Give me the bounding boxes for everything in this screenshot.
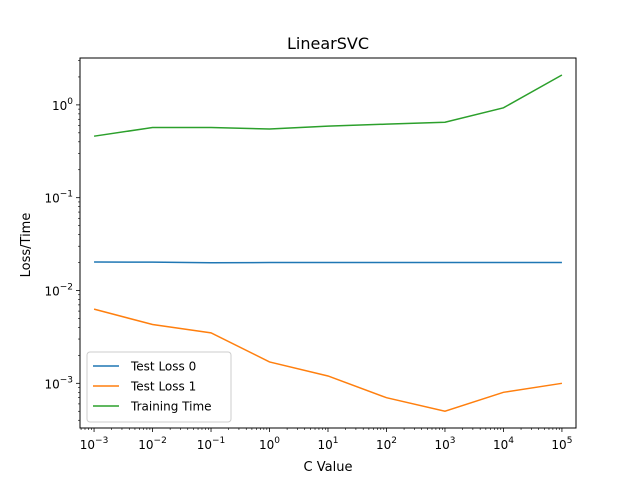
x-tick-label: 10−2	[138, 436, 167, 452]
x-tick-label: 101	[317, 436, 338, 452]
plot-area: 10−3 10−2 10−1 100 101 102 103 104 105 10−3 10−2 10…	[44, 57, 577, 452]
x-tick-label: 10−3	[80, 436, 109, 452]
x-tick-label: 103	[434, 436, 455, 452]
x-tick-label: 10−1	[197, 436, 226, 452]
x-tick-label: 104	[493, 436, 514, 452]
x-tick-label: 100	[259, 436, 280, 452]
series-line-1	[94, 261, 562, 264]
series-line-3	[93, 74, 563, 137]
x-axis-label: C Value	[304, 460, 353, 475]
x-tick-label: 102	[376, 436, 397, 452]
series-line-2	[93, 308, 563, 413]
y-tick-label: 10−3	[44, 375, 73, 391]
y-tick-label: 100	[52, 97, 73, 113]
x-tick-label: 105	[551, 436, 572, 452]
y-axis-label: Loss/Time	[19, 213, 34, 278]
legend-label: Training Time	[130, 400, 212, 414]
legend-label: Test Loss 0	[130, 360, 196, 374]
y-tick-label: 10−2	[44, 283, 73, 299]
y-tick-label: 10−1	[44, 190, 73, 206]
legend-label: Test Loss 1	[130, 380, 196, 394]
chart-title: LinearSVC	[287, 34, 369, 53]
legend-box	[86, 351, 232, 423]
